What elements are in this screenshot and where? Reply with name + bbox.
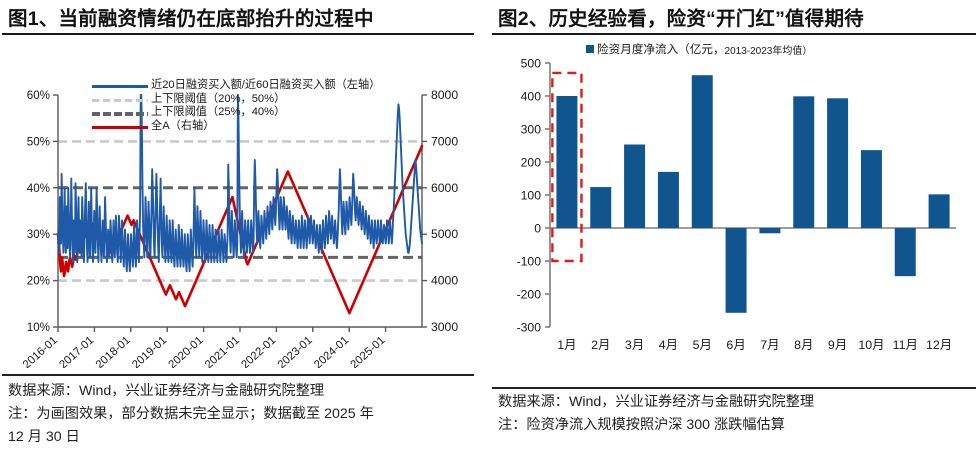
legend-swatch-solid-red-icon bbox=[92, 120, 148, 133]
svg-text:3000: 3000 bbox=[431, 320, 458, 334]
figure1-note-line2: 12 月 30 日 bbox=[8, 429, 80, 445]
figure2-legend-sublabel: 2013-2023年均值） bbox=[724, 45, 813, 57]
figure2-panel: 图2、历史经验看，险资“开门红”值得期待 险资月度净流入（亿元， 2013-202… bbox=[490, 0, 978, 455]
legend-item-allA: 全A（右轴） bbox=[92, 120, 380, 134]
svg-text:2018-01: 2018-01 bbox=[94, 334, 133, 368]
svg-text:2021-01: 2021-01 bbox=[203, 334, 242, 368]
panel-divider-gap bbox=[476, 0, 490, 455]
legend-label-threshold-light: 上下限阈值（20%，50%） bbox=[151, 92, 286, 105]
figure2-svg: 500 400 300 200 100 0 -100 -200 -300 1月 2月 3月 4月 5月 6月… bbox=[517, 57, 956, 352]
figure2-footer: 数据来源：Wind，兴业证券经济与金融研究院整理 注：险资净流入规模按照沪深 3… bbox=[490, 385, 978, 441]
svg-text:6000: 6000 bbox=[431, 181, 458, 195]
svg-text:5月: 5月 bbox=[693, 338, 712, 352]
svg-text:8000: 8000 bbox=[431, 88, 458, 102]
figure2-source: 数据来源：Wind，兴业证券经济与金融研究院整理 bbox=[498, 394, 815, 410]
figure1-title-divider bbox=[2, 33, 474, 35]
svg-text:400: 400 bbox=[521, 90, 542, 104]
svg-text:60%: 60% bbox=[27, 89, 50, 102]
svg-text:7月: 7月 bbox=[760, 338, 779, 352]
figure1-footer: 数据来源：Wind，兴业证券经济与金融研究院整理 注：为画图效果，部分数据未完全… bbox=[0, 374, 476, 453]
svg-text:2017-01: 2017-01 bbox=[57, 334, 96, 368]
svg-text:2月: 2月 bbox=[591, 338, 610, 352]
svg-text:10月: 10月 bbox=[858, 338, 884, 352]
figure2-note: 注：险资净流入规模按照沪深 300 涨跌幅估算 bbox=[498, 417, 785, 433]
svg-text:50%: 50% bbox=[27, 135, 50, 148]
figure2-plot: 险资月度净流入（亿元， 2013-2023年均值） 500 400 300 200 100… bbox=[490, 35, 978, 365]
figure2-title: 图2、历史经验看，险资“开门红”值得期待 bbox=[498, 8, 864, 30]
figure1-plot: 近20日融资买入额/近60日融资买入额（左轴） 上下限阈值（20%，50%） 上… bbox=[0, 35, 476, 368]
figure1-svg: 10% 20% 30% 40% 50% 60% 3000 4000 5000 6000 7000 80… bbox=[21, 88, 458, 368]
legend-square-icon bbox=[586, 45, 594, 53]
figure2-footer-divider bbox=[492, 387, 976, 389]
figure2-legend-label: 险资月度净流入（亿元， bbox=[597, 43, 725, 56]
svg-text:6月: 6月 bbox=[726, 338, 745, 352]
legend-item-ratio: 近20日融资买入额/近60日融资买入额（左轴） bbox=[92, 79, 380, 93]
legend-item-threshold-light: 上下限阈值（20%，50%） bbox=[92, 93, 380, 107]
legend-label-threshold-dark: 上下限阈值（25%，40%） bbox=[151, 106, 286, 119]
legend-swatch-dash-dark-icon bbox=[92, 106, 148, 119]
figure2-legend: 险资月度净流入（亿元， 2013-2023年均值） bbox=[586, 41, 812, 57]
svg-text:3月: 3月 bbox=[625, 338, 644, 352]
svg-text:2020-01: 2020-01 bbox=[167, 334, 206, 368]
svg-text:4月: 4月 bbox=[659, 338, 678, 352]
svg-text:-200: -200 bbox=[517, 288, 542, 302]
svg-text:2024-01: 2024-01 bbox=[312, 334, 351, 368]
legend-label-allA: 全A（右轴） bbox=[151, 119, 215, 132]
legend-swatch-solid-blue-icon bbox=[92, 79, 148, 92]
svg-text:1月: 1月 bbox=[557, 338, 576, 352]
figure1-panel: 图1、当前融资情绪仍在底部抬升的过程中 近20日融资买入额/近60日融资买入额（… bbox=[0, 0, 476, 455]
svg-text:7000: 7000 bbox=[431, 134, 458, 148]
svg-text:2023-01: 2023-01 bbox=[276, 334, 315, 368]
svg-text:8月: 8月 bbox=[794, 338, 813, 352]
figure1-legend: 近20日融资买入额/近60日融资买入额（左轴） 上下限阈值（20%，50%） 上… bbox=[92, 79, 380, 133]
figure1-footer-divider bbox=[2, 374, 474, 376]
svg-text:-300: -300 bbox=[517, 321, 542, 335]
svg-text:100: 100 bbox=[521, 189, 542, 203]
svg-text:4000: 4000 bbox=[431, 274, 458, 288]
svg-text:9月: 9月 bbox=[828, 338, 847, 352]
svg-text:20%: 20% bbox=[27, 275, 50, 288]
svg-text:2025-01: 2025-01 bbox=[349, 334, 388, 368]
svg-text:40%: 40% bbox=[27, 182, 50, 195]
svg-text:30%: 30% bbox=[27, 228, 50, 241]
svg-text:10%: 10% bbox=[27, 321, 50, 334]
figure1-note-line1: 注：为画图效果，部分数据未完全显示；数据截至 2025 年 bbox=[8, 406, 374, 422]
svg-text:5000: 5000 bbox=[431, 227, 458, 241]
figure1-title: 图1、当前融资情绪仍在底部抬升的过程中 bbox=[8, 8, 374, 30]
svg-text:500: 500 bbox=[521, 57, 542, 71]
svg-text:2022-01: 2022-01 bbox=[239, 334, 278, 368]
svg-text:11月: 11月 bbox=[893, 338, 918, 352]
figure1-source: 数据来源：Wind，兴业证券经济与金融研究院整理 bbox=[8, 383, 325, 399]
figure2-title-divider bbox=[492, 33, 976, 35]
legend-swatch-dash-light-icon bbox=[92, 93, 148, 106]
svg-text:2016-01: 2016-01 bbox=[21, 334, 60, 368]
svg-text:-100: -100 bbox=[517, 255, 542, 269]
legend-item-threshold-dark: 上下限阈值（25%，40%） bbox=[92, 106, 380, 120]
svg-text:2019-01: 2019-01 bbox=[130, 334, 169, 368]
svg-text:200: 200 bbox=[521, 156, 542, 170]
svg-text:0: 0 bbox=[534, 222, 541, 236]
legend-label-ratio: 近20日融资买入额/近60日融资买入额（左轴） bbox=[151, 79, 381, 91]
svg-text:12月: 12月 bbox=[926, 338, 952, 352]
svg-text:300: 300 bbox=[521, 123, 542, 137]
